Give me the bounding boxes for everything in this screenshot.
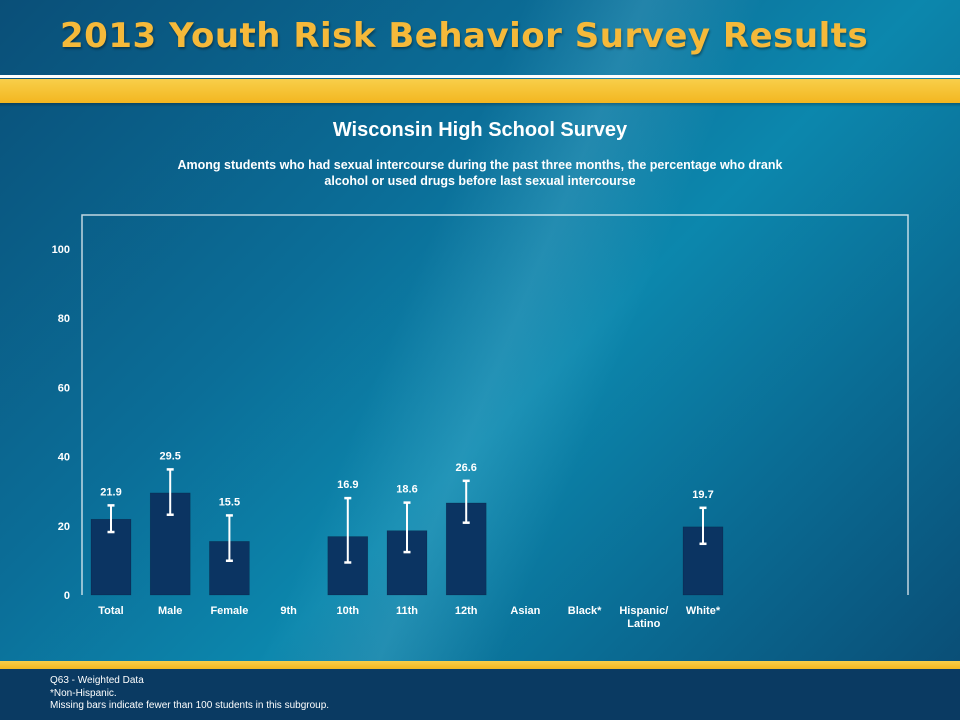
x-tick-label: 10th xyxy=(336,605,359,617)
footer-notes: Q63 - Weighted Data *Non-Hispanic. Missi… xyxy=(50,675,329,713)
x-tick-label: Female xyxy=(210,605,248,617)
x-tick-label: 9th xyxy=(280,605,297,617)
x-tick-label: Asian xyxy=(510,605,540,617)
header-divider xyxy=(0,75,960,78)
y-tick-label: 0 xyxy=(64,590,70,602)
plot-frame xyxy=(81,214,909,595)
data-label: 29.5 xyxy=(159,450,180,462)
data-label: 26.6 xyxy=(455,462,476,474)
x-tick-label: Hispanic/ xyxy=(619,605,668,617)
y-tick-label: 100 xyxy=(52,244,70,256)
chart-title: Wisconsin High School Survey xyxy=(332,119,628,141)
page-title: 2013 Youth Risk Behavior Survey Results xyxy=(60,16,869,56)
y-tick-label: 80 xyxy=(58,313,70,325)
x-tick-label: Male xyxy=(158,605,182,617)
data-label: 18.6 xyxy=(396,484,417,496)
x-tick-label: 11th xyxy=(396,605,418,617)
footer-band xyxy=(0,669,960,720)
data-label: 15.5 xyxy=(219,496,240,508)
header-band-shadow xyxy=(0,103,960,107)
x-tick-label: Latino xyxy=(627,618,660,630)
x-tick-label: 12th xyxy=(455,605,478,617)
header-gold-band xyxy=(0,79,960,103)
footer-note-weighted: Q63 - Weighted Data xyxy=(50,675,144,686)
y-tick-label: 40 xyxy=(58,452,70,464)
footer-gold-band xyxy=(0,661,960,669)
data-label: 19.7 xyxy=(692,489,713,501)
y-tick-label: 60 xyxy=(58,382,70,394)
data-label: 21.9 xyxy=(100,486,121,498)
x-tick-label: Black* xyxy=(568,605,602,617)
data-label: 16.9 xyxy=(337,479,358,491)
footer-note-nonhispanic: *Non-Hispanic. xyxy=(50,687,117,699)
x-tick-label: White* xyxy=(686,605,721,617)
chart-subtitle: Among students who had sexual intercours… xyxy=(177,158,783,188)
footer-note-missing-bars: Missing bars indicate fewer than 100 stu… xyxy=(50,700,330,711)
y-tick-label: 20 xyxy=(58,521,70,533)
x-tick-label: Total xyxy=(98,605,123,617)
